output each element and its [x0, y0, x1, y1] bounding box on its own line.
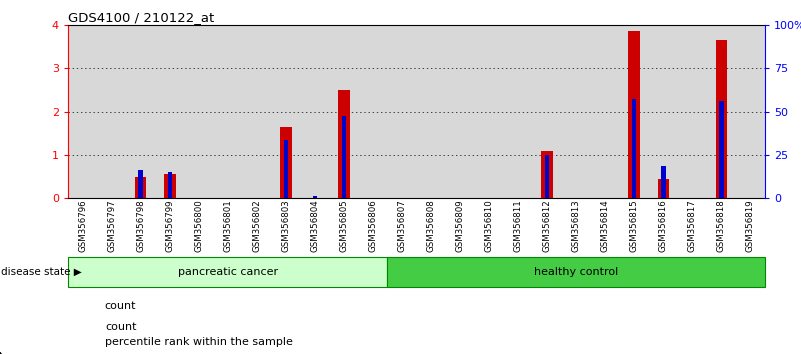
Bar — [284, 140, 288, 198]
Bar — [678, 25, 706, 198]
Bar — [139, 170, 143, 198]
Bar — [68, 25, 97, 198]
Text: disease state ▶: disease state ▶ — [1, 267, 82, 277]
Bar — [342, 116, 346, 198]
Text: healthy control: healthy control — [534, 267, 618, 277]
Bar — [504, 25, 533, 198]
Bar — [474, 25, 504, 198]
Bar — [620, 25, 649, 198]
Bar — [97, 25, 127, 198]
Bar — [135, 177, 147, 198]
Bar — [632, 98, 637, 198]
Bar — [562, 25, 590, 198]
Bar — [127, 25, 155, 198]
Bar — [280, 127, 292, 198]
Bar — [541, 150, 553, 198]
Bar — [445, 25, 474, 198]
Bar — [213, 25, 242, 198]
Bar — [649, 25, 678, 198]
Bar — [719, 101, 723, 198]
Bar — [242, 25, 272, 198]
Bar — [736, 25, 765, 198]
Bar — [545, 155, 549, 198]
Bar — [329, 25, 359, 198]
Bar — [590, 25, 620, 198]
Bar — [359, 25, 388, 198]
Bar — [629, 31, 640, 198]
Bar — [184, 25, 213, 198]
Bar — [388, 25, 417, 198]
Text: pancreatic cancer: pancreatic cancer — [178, 267, 278, 277]
Bar — [658, 179, 669, 198]
Bar — [155, 25, 184, 198]
Bar — [417, 25, 445, 198]
Bar — [164, 175, 175, 198]
Bar — [661, 166, 666, 198]
Bar — [338, 90, 350, 198]
Bar — [715, 40, 727, 198]
Bar — [312, 196, 317, 198]
Bar — [167, 172, 172, 198]
Bar — [272, 25, 300, 198]
Bar — [706, 25, 736, 198]
Bar — [533, 25, 562, 198]
Text: count: count — [104, 301, 135, 311]
Bar — [300, 25, 329, 198]
Text: count: count — [105, 321, 136, 332]
Text: percentile rank within the sample: percentile rank within the sample — [105, 337, 293, 348]
Text: GDS4100 / 210122_at: GDS4100 / 210122_at — [68, 11, 215, 24]
